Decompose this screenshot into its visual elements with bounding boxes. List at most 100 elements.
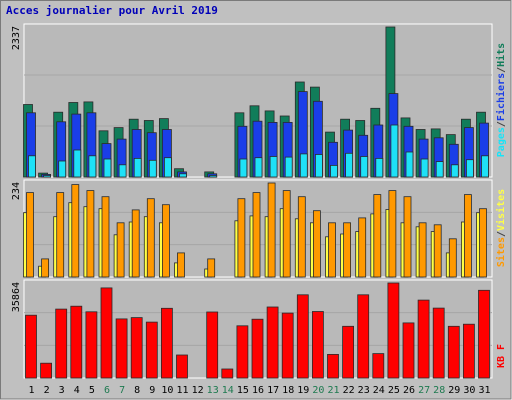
bar-kb-f	[432, 307, 445, 379]
legend-entry: /	[496, 121, 507, 127]
bar-kb-f	[85, 311, 98, 379]
bar-kb-f	[70, 305, 83, 379]
bar-sites	[373, 194, 382, 278]
bar-kb-f	[160, 307, 173, 379]
x-tick-label: 28	[433, 385, 445, 396]
bar-kb-f	[281, 312, 294, 379]
x-tick-label: 31	[478, 385, 490, 396]
x-tick-label: 16	[252, 385, 264, 396]
x-tick-label: 4	[74, 385, 80, 396]
series-legend: Sites/Visites	[495, 189, 507, 267]
bar-sites	[358, 217, 367, 278]
bar-pages	[299, 153, 308, 178]
x-tick-label: 11	[176, 385, 188, 396]
bar-pages	[179, 173, 187, 178]
bar-kb-f	[176, 354, 188, 379]
legend-entry: Pages	[496, 127, 507, 157]
x-tick-label: 25	[388, 385, 400, 396]
x-tick-label: 5	[89, 385, 95, 396]
series-legend: KB F	[496, 344, 507, 368]
bar-pages	[360, 156, 369, 178]
bar-pages	[148, 159, 157, 178]
bar-sites	[71, 184, 80, 278]
bar-sites	[463, 194, 472, 278]
bar-sites	[388, 190, 397, 278]
bar-pages	[375, 157, 384, 178]
bar-kb-f	[206, 311, 219, 379]
bar-kb-f	[25, 314, 37, 379]
x-tick-label: 8	[134, 385, 140, 396]
x-tick-label: 7	[119, 385, 125, 396]
bar-kb-f	[251, 318, 264, 379]
x-tick-label: 22	[343, 385, 355, 396]
bar-kb-f	[40, 362, 52, 379]
bar-pages	[330, 164, 338, 178]
bar-kb-f	[478, 289, 490, 379]
x-tick-label: 12	[192, 385, 204, 396]
bar-sites	[146, 198, 155, 278]
legend-entry: /	[496, 67, 507, 73]
bar-sites	[131, 209, 140, 278]
x-tick-label: 24	[373, 385, 385, 396]
bar-pages	[254, 157, 263, 178]
bar-pages	[405, 151, 414, 178]
bar-pages	[345, 152, 354, 178]
x-tick-label: 18	[282, 385, 294, 396]
bar-pages	[88, 155, 97, 178]
bar-sites	[282, 190, 291, 278]
legend-entry: Hits	[495, 43, 507, 67]
bar-sites	[448, 238, 457, 278]
bar-kb-f	[387, 282, 400, 379]
bar-pages	[269, 156, 278, 178]
legend-entry: Fichiers	[495, 73, 507, 121]
bar-pages	[239, 158, 248, 178]
x-tick-label: 15	[237, 385, 249, 396]
bar-pages	[43, 175, 51, 178]
bar-kb-f	[130, 317, 143, 379]
bar-pages	[73, 149, 82, 178]
bar-pages	[435, 161, 444, 178]
bar-kb-f	[357, 294, 370, 379]
bar-sites	[343, 222, 352, 278]
bar-kb-f	[115, 318, 128, 379]
x-tick-label: 29	[448, 385, 460, 396]
chart-title: Acces journalier pour Avril 2019	[6, 4, 218, 17]
bar-pages	[118, 164, 127, 178]
bar-sites	[86, 190, 95, 278]
legend-entry: KB F	[496, 344, 507, 368]
bar-kb-f	[402, 322, 415, 379]
bar-sites	[26, 192, 34, 278]
x-tick-label: 14	[222, 385, 234, 396]
bar-kb-f	[342, 325, 355, 379]
bar-sites	[161, 204, 170, 278]
x-tick-label: 27	[418, 385, 430, 396]
bar-sites	[41, 258, 49, 278]
bar-kb-f	[311, 311, 324, 379]
x-tick-label: 23	[358, 385, 370, 396]
bar-sites	[403, 196, 412, 278]
bar-kb-f	[55, 308, 68, 379]
bar-sites	[418, 222, 427, 278]
bar-pages	[209, 175, 218, 178]
bar-pages	[420, 158, 429, 178]
bar-sites	[328, 222, 336, 278]
bar-sites	[433, 224, 442, 278]
x-tick-label: 26	[403, 385, 415, 396]
bar-sites	[267, 182, 276, 278]
bar-kb-f	[145, 321, 158, 379]
bar-pages	[284, 156, 293, 178]
bar-sites	[177, 252, 185, 278]
bar-pages	[314, 154, 323, 178]
bar-kb-f	[236, 325, 249, 379]
bar-pages	[58, 160, 67, 178]
x-tick-label: 20	[312, 385, 324, 396]
bar-kb-f	[100, 287, 113, 379]
bar-sites	[479, 208, 487, 278]
bar-pages	[465, 159, 474, 178]
bar-kb-f	[266, 306, 279, 379]
bar-pages	[28, 155, 36, 178]
x-tick-label: 6	[104, 385, 110, 396]
x-tick-label: 3	[59, 385, 65, 396]
bar-sites	[252, 192, 261, 278]
bar-sites	[207, 258, 216, 278]
